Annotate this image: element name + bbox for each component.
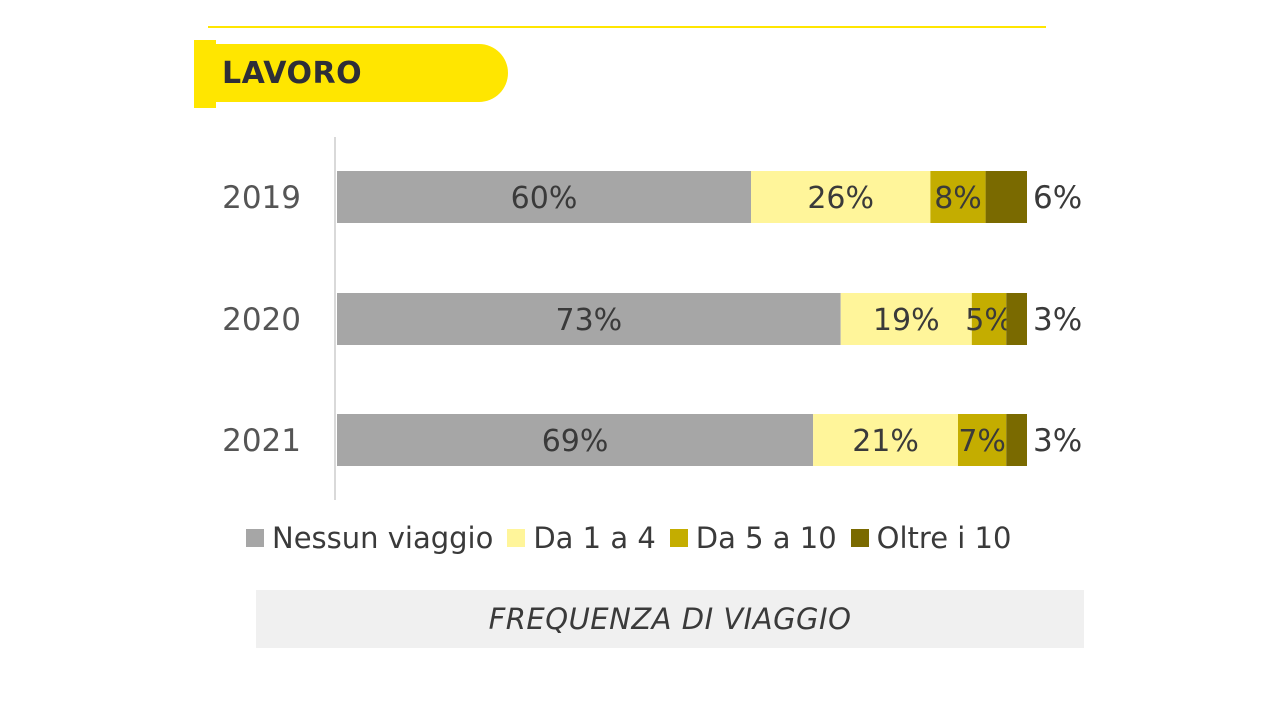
bar-da-5-a-10-2020 bbox=[971, 293, 1007, 345]
legend-label-oltre-i-10: Oltre i 10 bbox=[876, 521, 1012, 555]
data-label-nessun-viaggio-2019: 60% bbox=[511, 181, 578, 216]
legend-label-nessun-viaggio: Nessun viaggio bbox=[272, 521, 494, 555]
bar-nessun-viaggio-2021 bbox=[337, 414, 814, 466]
bar-da-5-a-10-2019 bbox=[930, 171, 986, 223]
category-label-2021: 2021 bbox=[222, 423, 301, 459]
category-label-2020: 2020 bbox=[222, 302, 301, 338]
bar-oltre-i-10-2019 bbox=[985, 171, 1027, 223]
chart-caption: FREQUENZA DI VIAGGIO bbox=[488, 602, 852, 636]
data-label-oltre-i-10-2020: 3% bbox=[1033, 302, 1082, 338]
legend-label-da-1-a-4: Da 1 a 4 bbox=[533, 521, 656, 555]
data-label-da-1-a-4-2020: 19% bbox=[873, 303, 940, 338]
data-label-da-5-a-10-2020: 5% bbox=[965, 303, 1013, 338]
category-label-2019: 2019 bbox=[222, 180, 301, 216]
chart-caption-box: FREQUENZA DI VIAGGIO bbox=[256, 590, 1084, 648]
bar-oltre-i-10-2020 bbox=[1006, 293, 1027, 345]
legend-label-da-5-a-10: Da 5 a 10 bbox=[695, 521, 837, 555]
data-label-da-1-a-4-2021: 21% bbox=[852, 424, 919, 459]
legend-swatch-da-1-a-4 bbox=[507, 529, 526, 547]
data-label-oltre-i-10-2021: 3% bbox=[1033, 423, 1082, 459]
legend-item-da-5-a-10: Da 5 a 10 bbox=[669, 521, 837, 555]
bar-oltre-i-10-2021 bbox=[1006, 414, 1027, 466]
legend-item-oltre-i-10: Oltre i 10 bbox=[850, 521, 1012, 555]
section-title: LAVORO bbox=[222, 56, 363, 91]
bar-da-1-a-4-2020 bbox=[840, 293, 972, 345]
legend-swatch-da-5-a-10 bbox=[669, 529, 688, 547]
legend-item-nessun-viaggio: Nessun viaggio bbox=[246, 521, 493, 555]
legend-swatch-nessun-viaggio bbox=[246, 529, 264, 547]
data-label-da-1-a-4-2019: 26% bbox=[807, 181, 874, 216]
data-label-oltre-i-10-2019: 6% bbox=[1033, 180, 1082, 216]
bar-nessun-viaggio-2019 bbox=[337, 171, 751, 223]
legend-swatch-oltre-i-10 bbox=[850, 529, 869, 547]
data-label-nessun-viaggio-2021: 69% bbox=[542, 424, 609, 459]
section-badge bbox=[194, 44, 508, 102]
top-accent-rule bbox=[208, 26, 1046, 28]
bar-da-5-a-10-2021 bbox=[958, 414, 1007, 466]
bar-da-1-a-4-2021 bbox=[813, 414, 958, 466]
chart-legend: Nessun viaggio Da 1 a 4 Da 5 a 10 Oltre … bbox=[246, 518, 1025, 558]
data-label-da-5-a-10-2021: 7% bbox=[958, 424, 1006, 459]
legend-item-da-1-a-4: Da 1 a 4 bbox=[507, 521, 656, 555]
bar-da-1-a-4-2019 bbox=[751, 171, 931, 223]
data-label-da-5-a-10-2019: 8% bbox=[934, 181, 982, 216]
data-label-nessun-viaggio-2020: 73% bbox=[556, 303, 623, 338]
bar-nessun-viaggio-2020 bbox=[337, 293, 841, 345]
